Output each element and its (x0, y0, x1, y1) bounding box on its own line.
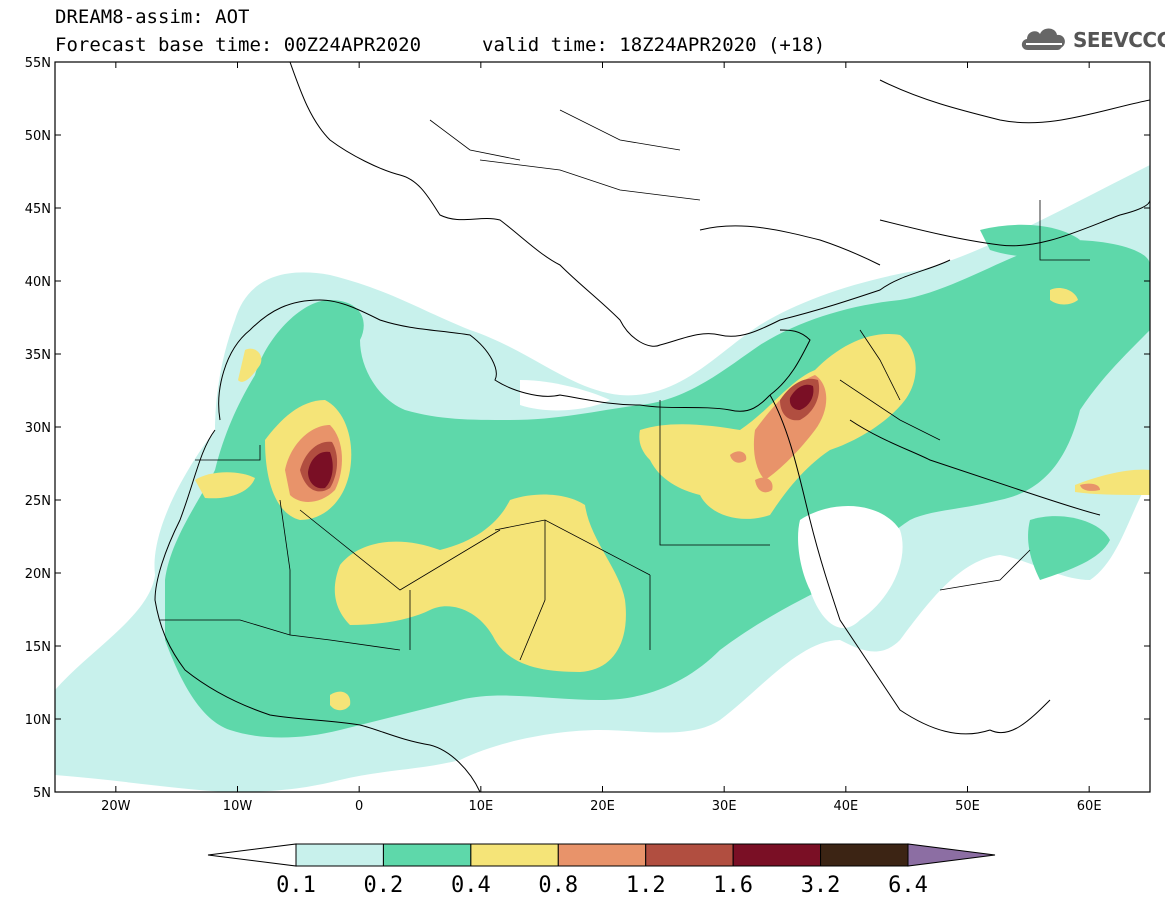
colorbar-box (732, 843, 822, 867)
axis-ticks (55, 61, 1150, 793)
colorbar-box (470, 843, 559, 867)
colorbar-label: 0.8 (538, 873, 578, 898)
colorbar-label: 3.2 (801, 873, 841, 898)
aot-band-0.4 (334, 494, 626, 672)
logo-text: SEEVCCC (1073, 28, 1165, 52)
lat-tick-label: 30N (25, 421, 51, 436)
axis-tick-labels: 55N 50N 45N 40N 35N 30N 25N 20N 15N 10N 5N 20W 10W 0 1… (25, 56, 1102, 814)
colorbar-box (645, 843, 734, 867)
lat-tick-label: 5N (33, 786, 51, 801)
lon-tick-label: 20W (101, 799, 131, 814)
country-borders (160, 109, 1090, 661)
lat-tick-label: 35N (25, 348, 51, 363)
aot-band-1.6 (789, 384, 814, 410)
aot-band-0.4 (238, 348, 262, 382)
aot-band-0.8 (755, 477, 773, 493)
lat-tick-label: 25N (25, 494, 51, 509)
valid-time: valid time: 18Z24APR2020 (+18) (482, 34, 826, 56)
colorbar-label: 0.2 (364, 873, 404, 898)
lon-tick-label: 20E (590, 799, 615, 814)
colorbar-box (820, 843, 909, 867)
lon-tick-label: 10W (223, 799, 253, 814)
aot-band-0.8 (1080, 483, 1100, 491)
map-title: DREAM8-assim: AOT (55, 6, 250, 28)
lon-tick-label: 40E (833, 799, 858, 814)
aot-clear-area (798, 506, 903, 629)
aot-band-0.2 (1028, 516, 1110, 580)
aot-contours (55, 165, 1150, 792)
aot-band-1.6 (308, 451, 333, 489)
lat-tick-label: 40N (25, 275, 51, 290)
lat-tick-label: 45N (25, 202, 51, 217)
aot-band-0.2 (980, 224, 1080, 257)
lat-tick-label: 50N (25, 129, 51, 144)
colorbar-label: 0.1 (276, 873, 316, 898)
colorbar-label: 1.2 (626, 873, 666, 898)
aot-band-0.8 (730, 451, 747, 463)
cloud-icon (1021, 28, 1065, 50)
aot-band-0.4 (195, 472, 255, 499)
lon-tick-label: 0 (355, 799, 363, 814)
lat-tick-label: 20N (25, 567, 51, 582)
lon-tick-label: 10E (468, 799, 493, 814)
seevccc-logo: SEEVCCC (1018, 22, 1165, 56)
colorbar-arrow-low (207, 843, 297, 867)
lat-tick-label: 15N (25, 640, 51, 655)
aot-band-0.4 (330, 691, 351, 711)
lat-tick-label: 10N (25, 713, 51, 728)
lon-tick-label: 30E (712, 799, 737, 814)
colorbar: 0.1 0.2 0.4 0.8 1.2 1.6 3.2 6.4 (207, 843, 996, 898)
colorbar-arrow-high (907, 843, 996, 867)
lon-tick-label: 60E (1077, 799, 1102, 814)
coastlines (154, 62, 1150, 792)
aot-band-0.4 (1050, 288, 1078, 305)
aot-clear-area (520, 380, 610, 411)
colorbar-box (295, 843, 384, 867)
colorbar-box (557, 843, 647, 867)
colorbar-label: 0.4 (451, 873, 491, 898)
lon-tick-label: 50E (955, 799, 980, 814)
lat-tick-label: 55N (25, 56, 51, 71)
forecast-base-time: Forecast base time: 00Z24APR2020 (55, 34, 422, 56)
colorbar-box (382, 843, 472, 867)
colorbar-label: 6.4 (888, 873, 928, 898)
colorbar-label: 1.6 (713, 873, 753, 898)
